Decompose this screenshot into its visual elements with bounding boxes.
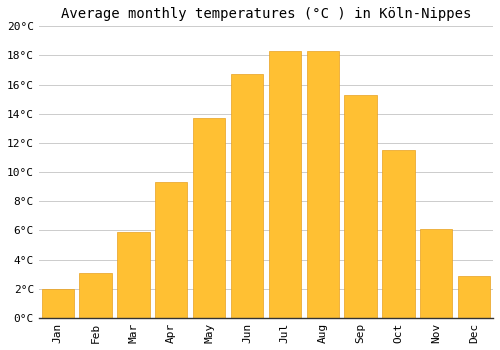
Bar	[382, 150, 414, 318]
Bar	[155, 182, 188, 318]
Bar	[306, 51, 339, 318]
Bar	[344, 95, 376, 318]
Bar	[269, 51, 301, 318]
Title: Average monthly temperatures (°C ) in Köln-Nippes: Average monthly temperatures (°C ) in Kö…	[60, 7, 471, 21]
Bar	[42, 289, 74, 318]
Bar	[118, 232, 150, 318]
Bar	[80, 273, 112, 318]
Bar	[420, 229, 452, 318]
Bar	[231, 75, 263, 318]
Bar	[193, 118, 225, 318]
Bar	[458, 276, 490, 318]
